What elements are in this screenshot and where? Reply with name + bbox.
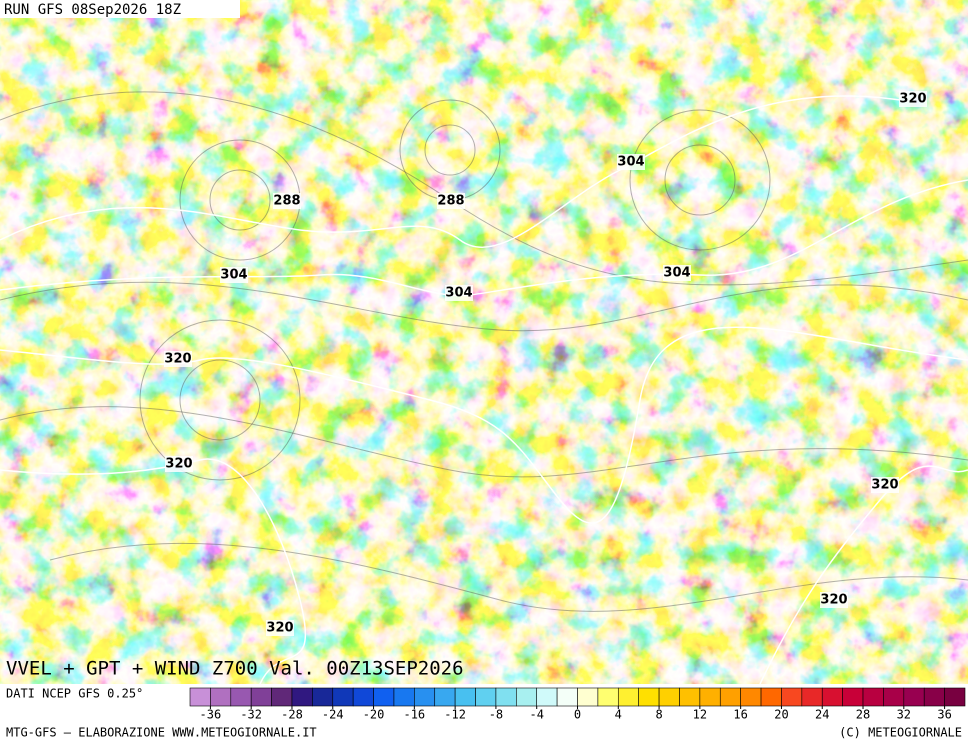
colorbar-swatch: [271, 687, 293, 707]
colorbar-tick-label: -8: [489, 708, 503, 722]
colorbar-swatch: [312, 687, 334, 707]
colorbar-tick-label: 0: [574, 708, 581, 722]
contour-label: 288: [437, 194, 464, 209]
contour-label-bg: [663, 265, 691, 281]
contour-label-bg: [273, 193, 301, 209]
contour-label: 320: [164, 352, 191, 367]
footer-right: (C) METEOGIORNALE: [839, 726, 962, 740]
colorbar: -36 -32 -28 -24 -20 -16 -12 -8 -4 0 4 8 12 16 20 24 28 32…: [189, 687, 966, 722]
contour-label-bg: [266, 620, 294, 636]
colorbar-swatch: [883, 687, 905, 707]
contour-label: 320: [899, 92, 926, 107]
colorbar-tick-label: -32: [240, 708, 262, 722]
colorbar-swatch: [597, 687, 619, 707]
colorbar-swatch: [781, 687, 803, 707]
colorbar-tick-label: 4: [615, 708, 622, 722]
colorbar-swatch: [495, 687, 517, 707]
contour-labels: 288 288 304 320 304 304 304 320 320 320 320 320: [164, 91, 927, 636]
colorbar-swatch: [923, 687, 945, 707]
colorbar-tick-label: -28: [281, 708, 303, 722]
colorbar-swatch: [699, 687, 721, 707]
colorbar-swatch: [821, 687, 843, 707]
colorbar-swatch: [944, 687, 966, 707]
colorbar-swatch: [536, 687, 558, 707]
colorbar-swatch: [352, 687, 374, 707]
colorbar-swatch: [189, 687, 211, 707]
colorbar-swatch: [250, 687, 272, 707]
colorbar-tick-label: -4: [529, 708, 543, 722]
colorbar-swatch: [862, 687, 884, 707]
colorbar-swatch: [679, 687, 701, 707]
colorbar-tick-label: -36: [200, 708, 222, 722]
contour-label: 288: [273, 194, 300, 209]
contour-label: 304: [445, 286, 472, 301]
colorbar-swatch: [842, 687, 864, 707]
source-label: DATI NCEP GFS 0.25°: [6, 687, 143, 701]
colorbar-swatch: [801, 687, 823, 707]
colorbar-swatch: [658, 687, 680, 707]
contour-label-bg: [899, 91, 927, 107]
colorbar-swatch: [393, 687, 415, 707]
run-label: RUN GFS 08Sep2026 18Z: [4, 2, 181, 18]
colorbar-tick-label: 16: [733, 708, 747, 722]
colorbar-swatch: [454, 687, 476, 707]
colorbar-swatch: [291, 687, 313, 707]
contour-label-bg: [437, 193, 465, 209]
contour-label-bg: [820, 592, 848, 608]
contour-label-bg: [445, 285, 473, 301]
colorbar-swatch: [719, 687, 741, 707]
colorbar-tick-label: -12: [444, 708, 466, 722]
colorbar-swatch: [332, 687, 354, 707]
colorbar-tick-label: -24: [322, 708, 344, 722]
colorbar-swatch: [475, 687, 497, 707]
footer-left: MTG-GFS – ELABORAZIONE WWW.METEOGIORNALE…: [6, 726, 317, 740]
colorbar-tick-label: 20: [774, 708, 788, 722]
colorbar-tick-label: -20: [363, 708, 385, 722]
colorbar-tick-label: 28: [856, 708, 870, 722]
colorbar-swatch: [617, 687, 639, 707]
colorbar-swatch: [230, 687, 252, 707]
contour-label-bg: [220, 267, 248, 283]
colorbar-swatch: [760, 687, 782, 707]
streamlines: [0, 91, 968, 612]
contour-label: 320: [871, 478, 898, 493]
contour-label: 304: [617, 155, 644, 170]
map-title: VVEL + GPT + WIND Z700 Val. 00Z13SEP2026: [6, 658, 464, 680]
colorbar-tick-label: 32: [897, 708, 911, 722]
colorbar-swatch: [434, 687, 456, 707]
colorbar-swatch: [577, 687, 599, 707]
colorbar-swatch: [638, 687, 660, 707]
contour-label: 320: [165, 457, 192, 472]
colorbar-swatch: [903, 687, 925, 707]
contour-label: 320: [266, 621, 293, 636]
contour-label: 304: [663, 266, 690, 281]
colorbar-tick-label: 36: [937, 708, 951, 722]
contour-label-bg: [165, 456, 193, 472]
colorbar-swatch: [516, 687, 538, 707]
colorbar-tick-label: 24: [815, 708, 829, 722]
colorbar-swatch: [210, 687, 232, 707]
contour-label-bg: [617, 154, 645, 170]
contour-label-bg: [164, 351, 192, 367]
colorbar-tick-label: 12: [693, 708, 707, 722]
vvel-field: [0, 0, 968, 684]
contour-label: 320: [820, 593, 847, 608]
colorbar-swatch: [414, 687, 436, 707]
colorbar-tick-label: 8: [655, 708, 662, 722]
colorbar-swatch: [373, 687, 395, 707]
colorbar-swatch: [740, 687, 762, 707]
colorbar-swatch: [556, 687, 578, 707]
run-box: [0, 0, 240, 18]
contour-label: 304: [220, 268, 247, 283]
contour-label-bg: [871, 477, 899, 493]
colorbar-tick-label: -16: [403, 708, 425, 722]
